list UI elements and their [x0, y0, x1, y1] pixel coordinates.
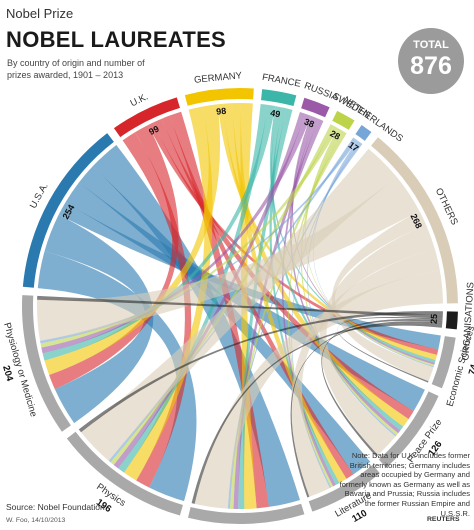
arc-france	[261, 89, 297, 107]
arc-netherlands	[355, 125, 372, 141]
arc-u-k	[113, 97, 180, 138]
count-economic-sciences: 74	[467, 362, 474, 376]
total-value: 876	[410, 52, 452, 80]
arc-economic-sciences	[431, 336, 456, 389]
group-arcs	[22, 87, 458, 524]
count-organisations: 25	[429, 314, 440, 325]
arc-germany	[184, 87, 254, 106]
arc-organisations	[445, 311, 458, 330]
chord-germany-to-physics	[124, 106, 213, 481]
arc-literature	[308, 464, 380, 512]
chord-france-to-literature	[269, 107, 340, 485]
chord-organisations-to-economic-sciences	[337, 316, 443, 383]
chord-others-to-chemistry	[194, 270, 443, 509]
chord-u-s-a-to-economic-sciences	[58, 202, 441, 350]
chart-title: NOBEL LAUREATES	[6, 27, 227, 52]
arc-physiology-or-medicine	[22, 295, 71, 432]
chord-u-k-to-physiology-or-medicine	[49, 124, 179, 390]
chord-u-s-a-to-chemistry	[92, 145, 300, 507]
chord-others-to-physics	[81, 148, 397, 461]
footnote: Note: Data for U.K. includes former Brit…	[339, 451, 470, 518]
arc-u-s-a	[22, 133, 114, 288]
chart-subtitle: By country of origin and number of prize…	[7, 58, 145, 80]
label-organisations: ORGANISATIONS	[460, 282, 474, 361]
arc-physics	[66, 431, 183, 516]
arc-russia	[301, 97, 330, 118]
chord-u-s-a-to-physiology-or-medicine	[44, 214, 154, 424]
arc-peace-prize	[378, 391, 439, 468]
kicker: Nobel Prize	[6, 6, 74, 21]
brand-logo: REUTERS	[427, 516, 460, 523]
count-physiology-or-medicine: 204	[0, 364, 15, 383]
chord-u-k-to-literature	[161, 115, 354, 479]
count-netherlands: 17	[347, 140, 361, 154]
label-chemistry: Chemistry	[225, 529, 268, 530]
count-sweden: 28	[328, 128, 342, 142]
chord-france-to-peace-prize	[270, 106, 404, 431]
count-germany: 98	[216, 106, 227, 117]
label-u-k: U.K.	[129, 91, 150, 109]
total-label: TOTAL	[413, 39, 449, 51]
chord-others-to-peace-prize	[319, 224, 435, 455]
chord-france-to-chemistry	[238, 108, 293, 510]
total-badge: TOTAL 876	[398, 28, 464, 94]
count-france: 49	[270, 108, 282, 120]
credit-line: W. Foo, 14/10/2013	[6, 517, 66, 524]
label-germany: GERMANY	[194, 70, 244, 86]
chord-others-to-economic-sciences	[331, 211, 434, 382]
chord-organisations-to-physiology-or-medicine	[37, 295, 443, 319]
chord-u-k-to-chemistry	[169, 111, 269, 509]
count-russia: 38	[303, 117, 316, 130]
arc-sweden	[332, 110, 355, 130]
chord-organisations-to-physics	[78, 311, 443, 433]
label-france: FRANCE	[261, 72, 301, 90]
arc-chemistry	[187, 503, 305, 524]
chord-ribbons	[37, 103, 443, 510]
source-line: Source: Nobel Foundation	[6, 502, 105, 512]
chord-others-to-physiology-or-medicine	[37, 176, 420, 341]
arc-others	[371, 137, 458, 304]
count-u-k: 99	[147, 124, 160, 137]
